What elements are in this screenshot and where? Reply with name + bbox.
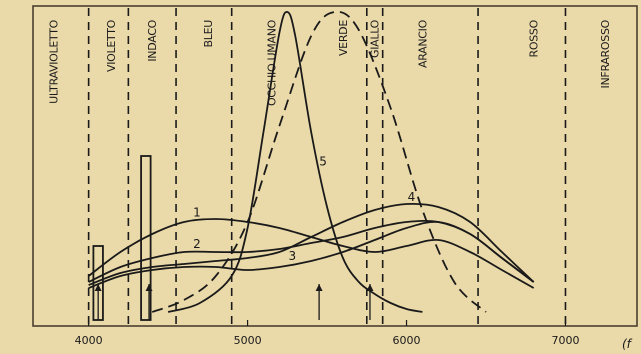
band-label: INFRAROSSO [599, 19, 612, 88]
band-label: BLEU [202, 20, 215, 48]
band-label: ARANCIO [416, 19, 429, 68]
band-label: INDACO [146, 19, 159, 61]
series-label: 2 [193, 237, 201, 251]
arrow-head [94, 284, 102, 291]
series-label: 1 [193, 206, 201, 220]
x-axis: 4000 5000 6000 7000 [75, 320, 579, 347]
series-line [167, 11, 423, 313]
series-curves [88, 10, 535, 313]
x-tick-label: 7000 [551, 334, 579, 347]
band-label: GIALLO [369, 19, 382, 58]
x-tick-label: 6000 [393, 334, 421, 347]
emission-line [140, 155, 152, 321]
series-labels: 1 2 3 4 5 [193, 155, 415, 264]
series-line [151, 10, 487, 313]
arrow-head [315, 284, 323, 291]
x-tick-label: 4000 [75, 334, 103, 347]
plot-frame [32, 5, 638, 327]
band-label: VIOLETTO [105, 19, 118, 72]
band-boundaries [87, 8, 567, 324]
arrow-head [145, 284, 153, 291]
band-label: OCCHIO UMANO [265, 19, 278, 106]
band-label: ROSSO [528, 19, 541, 57]
corner-mark: (f [622, 337, 633, 351]
band-label: VERDE [337, 20, 350, 56]
arrows [94, 284, 374, 320]
series-line [88, 220, 535, 289]
band-label: ULTRAVIOLETTO [48, 19, 61, 104]
series-line [88, 202, 535, 286]
series-label: 5 [319, 155, 327, 169]
series-label: 4 [408, 190, 416, 204]
series-label: 3 [288, 249, 296, 263]
band-labels: ULTRAVIOLETTO VIOLETTO INDACO BLEU OCCHIO UM… [48, 19, 613, 106]
arrow-head [366, 284, 374, 291]
x-tick-label: 5000 [234, 334, 262, 347]
